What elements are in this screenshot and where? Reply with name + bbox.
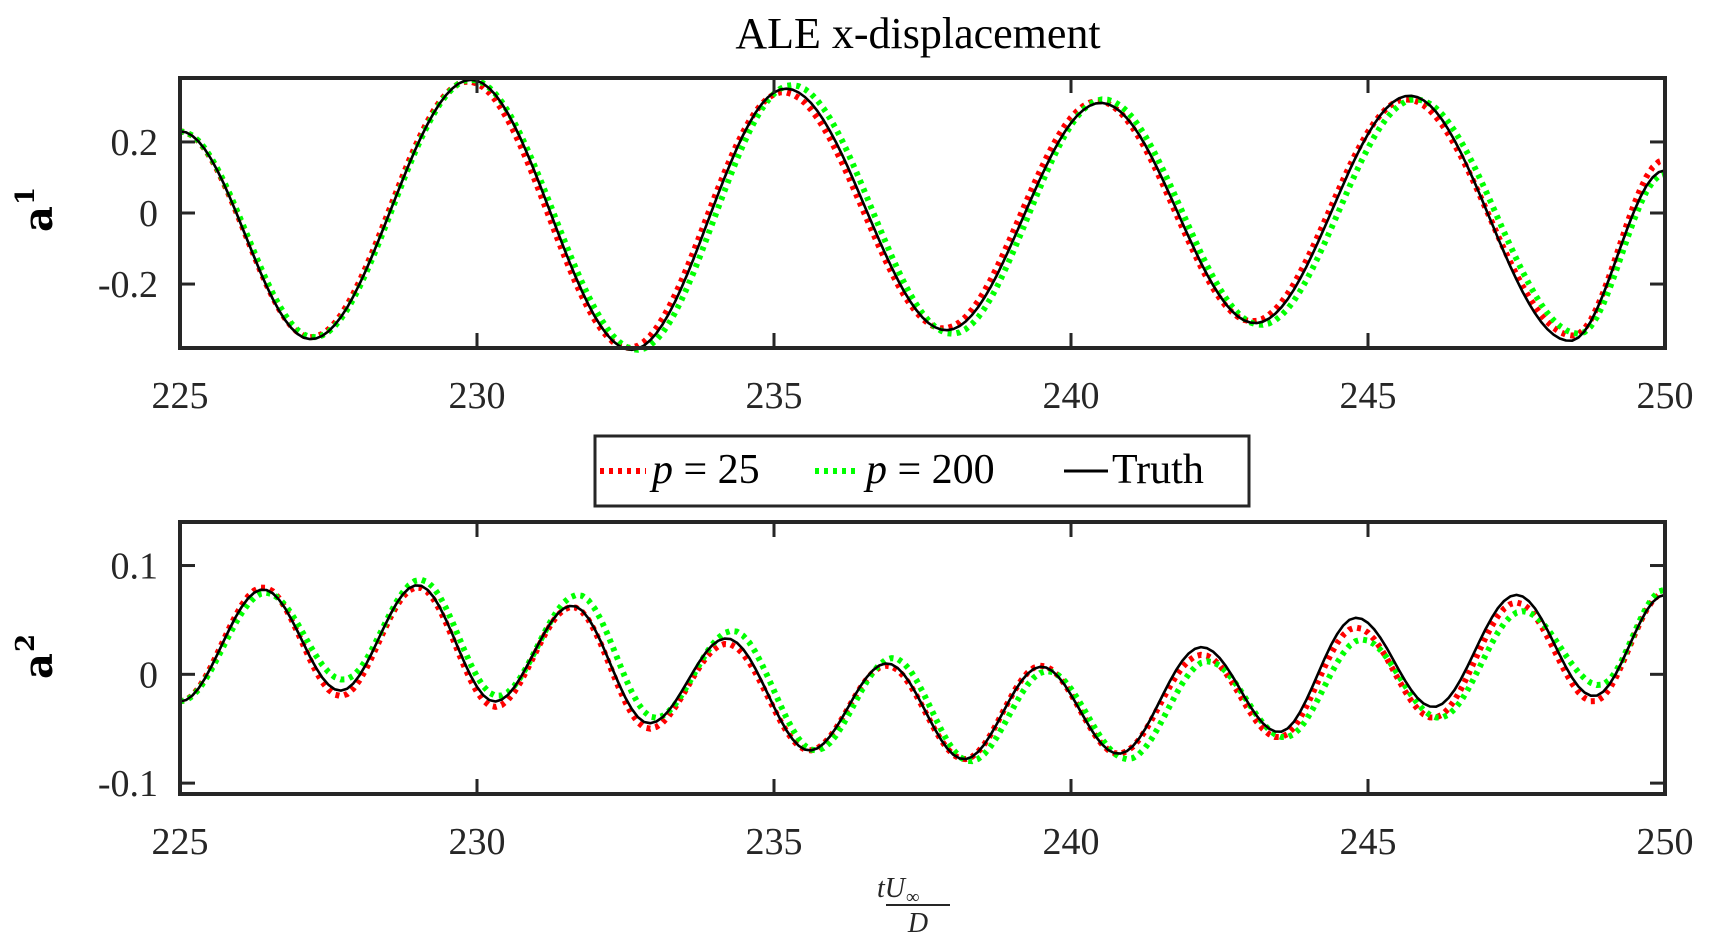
- legend-label-p25: p = 25: [649, 447, 760, 493]
- top-x-tick-label-245: 245: [1340, 375, 1397, 417]
- top-ticks-group: 225 230 235 240 245 250 -0.2 0 0.2: [98, 78, 1694, 417]
- legend-label-p200-italic: p: [863, 447, 887, 493]
- top-x-tick-label-225: 225: [152, 375, 209, 417]
- bottom-y-axis-superscript: 2: [11, 634, 41, 652]
- bottom-x-tick-label-250: 250: [1637, 821, 1694, 863]
- bottom-panel: 225 230 235 240 245 250 -0.1 0 0.1 a 2 tU ∞ D: [11, 520, 1694, 935]
- bottom-y-axis-label: a 2: [11, 634, 62, 679]
- top-panel: 225 230 235 240 245 250 -0.2 0 0.2 a 1: [11, 76, 1694, 417]
- top-y-axis-label: a 1: [11, 187, 62, 232]
- top-y-axis-superscript: 1: [11, 187, 41, 205]
- top-y-tick-label-0-2: -0.2: [98, 264, 158, 306]
- bottom-axes-box: [178, 520, 1667, 796]
- x-axis-label-subscript: ∞: [906, 887, 920, 908]
- bottom-x-tick-label-235: 235: [746, 821, 803, 863]
- bottom-plot-area: [180, 522, 1665, 794]
- bottom-x-tick-label-240: 240: [1043, 821, 1100, 863]
- legend-label-p25-italic: p: [649, 447, 673, 493]
- x-axis-label: tU ∞ D: [877, 873, 950, 935]
- bottom-y-tick-label-0: 0: [139, 654, 158, 696]
- legend-label-p200-rest: = 200: [887, 447, 995, 493]
- legend: p = 25 p = 200 Truth: [593, 434, 1251, 508]
- top-series-line-truth: [179, 78, 1666, 352]
- bottom-x-tick-label-225: 225: [152, 821, 209, 863]
- bottom-series-line-truth: [179, 584, 1666, 761]
- bottom-x-tick-label-245: 245: [1340, 821, 1397, 863]
- top-y-axis-letter: a: [15, 206, 62, 232]
- x-axis-label-denominator: D: [907, 908, 928, 935]
- bottom-y-tick-label-0-1: 0.1: [111, 546, 159, 588]
- legend-entry-p25: p = 25: [600, 447, 760, 493]
- legend-label-p200: p = 200: [863, 447, 995, 493]
- bottom-series-group: [179, 576, 1666, 765]
- x-axis-label-numerator: tU: [877, 873, 907, 904]
- chart-title: ALE x-displacement: [735, 9, 1100, 58]
- top-x-tick-label-240: 240: [1043, 375, 1100, 417]
- top-x-tick-label-230: 230: [449, 375, 506, 417]
- bottom-series-line-p-25: [179, 584, 1666, 763]
- top-y-tick-label-0: 0: [139, 193, 158, 235]
- top-x-tick-label-250: 250: [1637, 375, 1694, 417]
- legend-label-p25-rest: = 25: [673, 447, 760, 493]
- top-series-line-p-25: [179, 78, 1666, 351]
- bottom-ticks-group: 225 230 235 240 245 250 -0.1 0 0.1: [98, 522, 1694, 863]
- legend-box: [593, 434, 1251, 508]
- top-series-line-p-200: [179, 76, 1666, 353]
- legend-entry-truth: Truth: [1064, 447, 1204, 493]
- top-series-group: [179, 76, 1666, 353]
- legend-entry-p200: p = 200: [815, 447, 995, 493]
- top-y-tick-label-0-2: 0.2: [111, 122, 159, 164]
- legend-label-truth: Truth: [1112, 447, 1204, 493]
- bottom-y-axis-letter: a: [15, 653, 62, 679]
- top-x-tick-label-235: 235: [746, 375, 803, 417]
- bottom-y-tick-label-0-1: -0.1: [98, 763, 158, 805]
- bottom-x-tick-label-230: 230: [449, 821, 506, 863]
